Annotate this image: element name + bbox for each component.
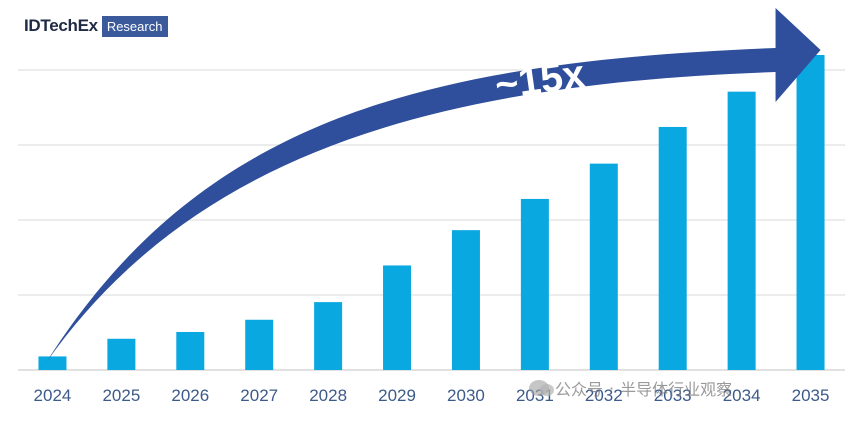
x-tick-label: 2035 bbox=[792, 386, 830, 405]
watermark-separator: · bbox=[609, 378, 615, 398]
x-tick-label: 2024 bbox=[34, 386, 72, 405]
watermark-left: 公众号 bbox=[555, 380, 604, 399]
bar-2032 bbox=[589, 163, 618, 370]
x-tick-label: 2030 bbox=[447, 386, 485, 405]
growth-arrow-shape bbox=[46, 8, 821, 362]
watermark: 公众号 · 半导体行业观察 bbox=[529, 376, 732, 400]
x-tick-label: 2025 bbox=[102, 386, 140, 405]
bar-2033 bbox=[658, 126, 687, 370]
bar-2028 bbox=[314, 302, 343, 370]
bar-2029 bbox=[383, 265, 412, 370]
bars bbox=[38, 55, 825, 370]
x-tick-label: 2033 bbox=[654, 386, 692, 405]
bar-2035 bbox=[796, 55, 825, 370]
bar-2024 bbox=[38, 356, 67, 370]
bar-2027 bbox=[245, 319, 274, 370]
logo-brand: IDTechEx bbox=[24, 16, 98, 35]
bar-2025 bbox=[107, 338, 136, 370]
x-tick-label: 2028 bbox=[309, 386, 347, 405]
idtechex-logo: IDTechEx Research bbox=[24, 14, 169, 38]
growth-arrow bbox=[46, 8, 821, 362]
growth-annotation: ~15x bbox=[492, 52, 587, 108]
gridlines bbox=[18, 69, 845, 371]
bar-2034 bbox=[727, 91, 756, 370]
bar-2026 bbox=[176, 331, 205, 370]
x-tick-label: 2027 bbox=[240, 386, 278, 405]
x-tick-label: 2029 bbox=[378, 386, 416, 405]
x-tick-label: 2026 bbox=[171, 386, 209, 405]
logo-badge: Research bbox=[101, 15, 169, 37]
x-axis-labels: 2024202520262027202820292030203120322033… bbox=[34, 386, 830, 405]
wechat-icon bbox=[529, 380, 554, 396]
x-tick-label: 2032 bbox=[585, 386, 623, 405]
watermark-right: 半导体行业观察 bbox=[620, 380, 733, 399]
x-tick-label: 2034 bbox=[723, 386, 761, 405]
bar-2031 bbox=[520, 198, 549, 370]
bar-2030 bbox=[451, 230, 480, 370]
